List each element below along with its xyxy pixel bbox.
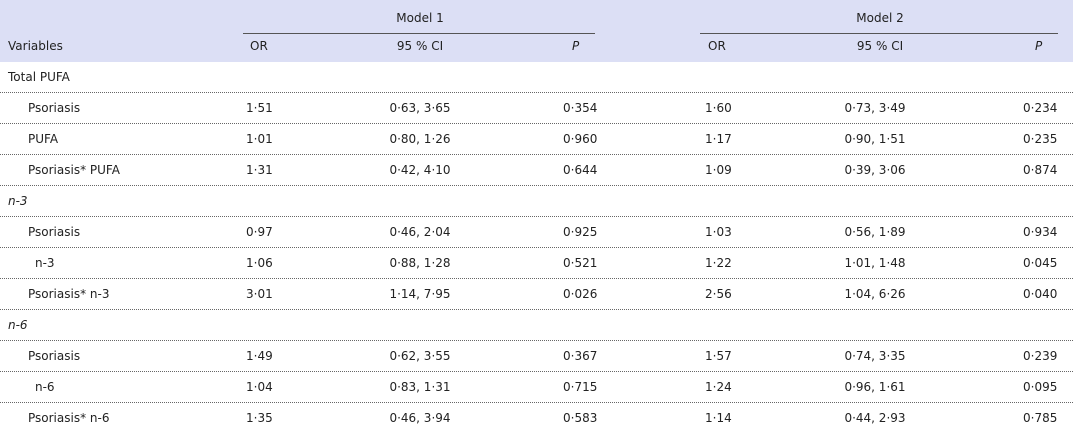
cell: 1·06 [246, 256, 273, 270]
row-label: Psoriasis* n-3 [28, 287, 110, 301]
section-title: Total PUFA [8, 70, 70, 84]
cell: 0·44, 2·93 [844, 411, 906, 425]
cell: 0·367 [563, 349, 598, 363]
row-label: Psoriasis [28, 101, 81, 115]
cell: 0·90, 1·51 [844, 132, 906, 146]
cell: 1·14 [705, 411, 732, 425]
cell: 0·095 [1023, 380, 1058, 394]
cell: 0·874 [1023, 163, 1058, 177]
cell: 1·04 [246, 380, 273, 394]
cell: 1·03 [705, 225, 732, 239]
cell: 0·46, 3·94 [389, 411, 451, 425]
row-rule [0, 154, 1073, 155]
column-header: 95 % CI [856, 39, 904, 53]
cell: 0·045 [1023, 256, 1058, 270]
column-header: P [1035, 39, 1043, 53]
cell: 0·96, 1·61 [844, 380, 906, 394]
column-header: OR [708, 39, 726, 53]
cell: 1·35 [246, 411, 273, 425]
cell: 0·46, 2·04 [389, 225, 451, 239]
cell: 0·925 [563, 225, 598, 239]
cell: 1·09 [705, 163, 732, 177]
cell: 0·73, 3·49 [844, 101, 906, 115]
cell: 0·785 [1023, 411, 1058, 425]
cell: 0·934 [1023, 225, 1058, 239]
cell: 1·49 [246, 349, 273, 363]
row-label: Psoriasis [28, 225, 81, 239]
cell: 0·644 [563, 163, 598, 177]
row-rule [0, 340, 1073, 341]
cell: 1·04, 6·26 [844, 287, 906, 301]
cell: 1·01 [246, 132, 273, 146]
cell: 0·97 [246, 225, 273, 239]
row-rule [0, 216, 1073, 217]
row-rule [0, 309, 1073, 310]
cell: 1·14, 7·95 [389, 287, 451, 301]
cell: 0·88, 1·28 [389, 256, 451, 270]
cell: 1·60 [705, 101, 732, 115]
cell: 0·83, 1·31 [389, 380, 451, 394]
cell: 0·234 [1023, 101, 1058, 115]
column-header: 95 % CI [396, 39, 444, 53]
model-1-header: Model 1 [396, 11, 444, 25]
cell: 0·239 [1023, 349, 1058, 363]
row-rule [0, 185, 1073, 186]
row-rule [0, 402, 1073, 403]
cell: 1·22 [705, 256, 732, 270]
cell: 1·01, 1·48 [844, 256, 906, 270]
cell: 1·31 [246, 163, 273, 177]
section-title: n-6 [8, 318, 28, 332]
model-2-rule [700, 33, 1058, 34]
row-rule [0, 123, 1073, 124]
section-title: n-3 [8, 194, 28, 208]
row-label: Psoriasis* PUFA [28, 163, 120, 177]
cell: 0·715 [563, 380, 598, 394]
row-rule [0, 371, 1073, 372]
column-header: P [572, 39, 580, 53]
model-2-header: Model 2 [856, 11, 904, 25]
cell: 1·51 [246, 101, 273, 115]
row-label: Psoriasis [28, 349, 81, 363]
row-label: n-3 [35, 256, 55, 270]
cell: 2·56 [705, 287, 732, 301]
variables-header: Variables [8, 39, 63, 53]
cell: 1·17 [705, 132, 732, 146]
cell: 0·56, 1·89 [844, 225, 906, 239]
row-label: n-6 [35, 380, 55, 394]
cell: 0·39, 3·06 [844, 163, 906, 177]
cell: 0·63, 3·65 [389, 101, 451, 115]
cell: 0·80, 1·26 [389, 132, 451, 146]
cell: 0·235 [1023, 132, 1058, 146]
row-label: PUFA [28, 132, 59, 146]
cell: 0·583 [563, 411, 598, 425]
cell: 3·01 [246, 287, 273, 301]
row-rule [0, 247, 1073, 248]
cell: 0·74, 3·35 [844, 349, 906, 363]
cell: 0·521 [563, 256, 598, 270]
column-header: OR [250, 39, 268, 53]
cell: 0·026 [563, 287, 598, 301]
cell: 0·62, 3·55 [389, 349, 451, 363]
cell: 0·960 [563, 132, 598, 146]
cell: 0·42, 4·10 [389, 163, 451, 177]
cell: 1·24 [705, 380, 732, 394]
cell: 1·57 [705, 349, 732, 363]
cell: 0·354 [563, 101, 598, 115]
cell: 0·040 [1023, 287, 1058, 301]
model-1-rule [243, 33, 595, 34]
row-rule [0, 278, 1073, 279]
header-band [0, 0, 1073, 62]
row-label: Psoriasis* n-6 [28, 411, 110, 425]
row-rule [0, 92, 1073, 93]
